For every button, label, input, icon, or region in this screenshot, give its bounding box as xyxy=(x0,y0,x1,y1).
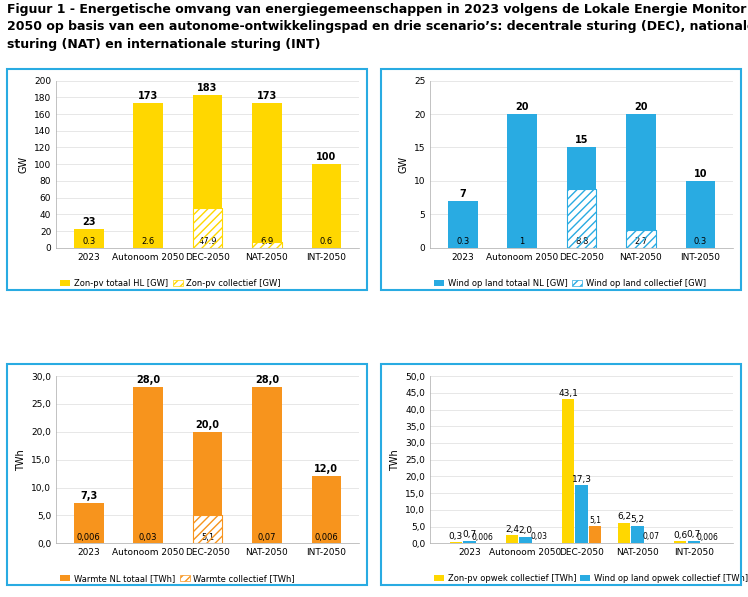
Bar xyxy=(450,542,462,543)
Text: 0,07: 0,07 xyxy=(258,533,276,542)
Text: 2,4: 2,4 xyxy=(505,525,519,534)
Text: 5,2: 5,2 xyxy=(631,515,645,524)
Text: 8.8: 8.8 xyxy=(575,238,588,247)
Text: 17,3: 17,3 xyxy=(571,475,592,484)
Text: 183: 183 xyxy=(197,83,218,93)
Bar xyxy=(507,114,537,248)
Text: 0,006: 0,006 xyxy=(472,533,494,541)
Text: 0.3: 0.3 xyxy=(82,238,96,247)
Y-axis label: GW: GW xyxy=(19,156,28,173)
Text: 2,0: 2,0 xyxy=(518,526,533,535)
Bar xyxy=(674,541,687,543)
Text: 173: 173 xyxy=(257,91,277,101)
Legend: Zon-pv opwek collectief [TWh], Wind op land opwek collectief [TWh], Warmte colle: Zon-pv opwek collectief [TWh], Wind op l… xyxy=(435,574,748,583)
Legend: Warmte NL totaal [TWh], Warmte collectief [TWh]: Warmte NL totaal [TWh], Warmte collectie… xyxy=(61,574,295,583)
Text: 20: 20 xyxy=(515,102,529,112)
Bar xyxy=(133,103,163,248)
Bar xyxy=(506,536,518,543)
Text: 10: 10 xyxy=(693,169,707,179)
Text: 0.3: 0.3 xyxy=(693,238,707,247)
Bar xyxy=(311,164,341,248)
Bar xyxy=(252,103,282,248)
Text: 0.3: 0.3 xyxy=(456,238,470,247)
Text: 0.6: 0.6 xyxy=(319,238,333,247)
Y-axis label: TWh: TWh xyxy=(16,449,25,470)
Text: 20,0: 20,0 xyxy=(195,420,220,430)
Text: 0,03: 0,03 xyxy=(139,533,157,542)
Bar xyxy=(589,526,601,543)
Text: 0,07: 0,07 xyxy=(643,533,660,541)
Bar xyxy=(631,526,644,543)
Bar xyxy=(567,189,596,248)
Bar xyxy=(562,399,574,543)
Text: 100: 100 xyxy=(316,152,337,162)
Text: 0,006: 0,006 xyxy=(696,533,718,541)
Text: 43,1: 43,1 xyxy=(558,389,578,398)
Bar xyxy=(193,432,222,543)
Bar xyxy=(252,242,282,248)
Bar xyxy=(252,242,282,248)
Bar xyxy=(74,229,104,248)
Text: 20: 20 xyxy=(634,102,648,112)
Y-axis label: GW: GW xyxy=(398,156,408,173)
Bar xyxy=(74,503,104,543)
Bar xyxy=(193,95,222,248)
Text: 0,006: 0,006 xyxy=(77,533,101,542)
Bar xyxy=(252,387,282,543)
Text: 0,7: 0,7 xyxy=(462,530,476,539)
Text: 2.7: 2.7 xyxy=(634,238,648,247)
Bar xyxy=(685,181,715,248)
Text: 0,7: 0,7 xyxy=(687,530,701,539)
Bar xyxy=(193,515,222,543)
Bar xyxy=(626,114,656,248)
Bar xyxy=(618,522,631,543)
Bar xyxy=(626,230,656,248)
Text: 15: 15 xyxy=(574,136,589,146)
Text: 0,006: 0,006 xyxy=(314,533,338,542)
Text: 5,1: 5,1 xyxy=(201,533,214,542)
Text: 6.9: 6.9 xyxy=(260,238,274,247)
Text: Figuur 1 - Energetische omvang van energiegemeenschappen in 2023 volgens de Loka: Figuur 1 - Energetische omvang van energ… xyxy=(7,3,748,51)
Legend: Zon-pv totaal HL [GW], Zon-pv collectief [GW]: Zon-pv totaal HL [GW], Zon-pv collectief… xyxy=(61,279,280,288)
Text: 1: 1 xyxy=(520,238,525,247)
Bar xyxy=(567,189,596,248)
Text: 28,0: 28,0 xyxy=(255,376,279,385)
Text: 23: 23 xyxy=(82,217,96,226)
Text: 0,3: 0,3 xyxy=(449,531,463,541)
Text: 6,2: 6,2 xyxy=(617,512,631,521)
Bar xyxy=(567,147,596,248)
Text: 7,3: 7,3 xyxy=(80,491,97,501)
Y-axis label: TWh: TWh xyxy=(390,449,399,470)
Legend: Wind op land totaal NL [GW], Wind op land collectief [GW]: Wind op land totaal NL [GW], Wind op lan… xyxy=(435,279,706,288)
Text: 173: 173 xyxy=(138,91,159,101)
Bar xyxy=(193,208,222,248)
Bar xyxy=(626,230,656,248)
Text: 0,03: 0,03 xyxy=(530,533,548,541)
Bar xyxy=(133,387,163,543)
Text: 7: 7 xyxy=(459,189,466,199)
Bar xyxy=(193,208,222,248)
Bar xyxy=(463,541,476,543)
Text: 0,6: 0,6 xyxy=(673,531,687,540)
Bar xyxy=(575,485,588,543)
Text: 2.6: 2.6 xyxy=(141,238,155,247)
Text: 5,1: 5,1 xyxy=(589,516,601,525)
Bar xyxy=(519,537,532,543)
Text: 12,0: 12,0 xyxy=(314,464,338,475)
Bar xyxy=(687,541,700,543)
Bar xyxy=(311,476,341,543)
Bar xyxy=(448,201,478,248)
Text: 28,0: 28,0 xyxy=(136,376,160,385)
Bar xyxy=(193,515,222,543)
Text: 47.9: 47.9 xyxy=(198,238,217,247)
